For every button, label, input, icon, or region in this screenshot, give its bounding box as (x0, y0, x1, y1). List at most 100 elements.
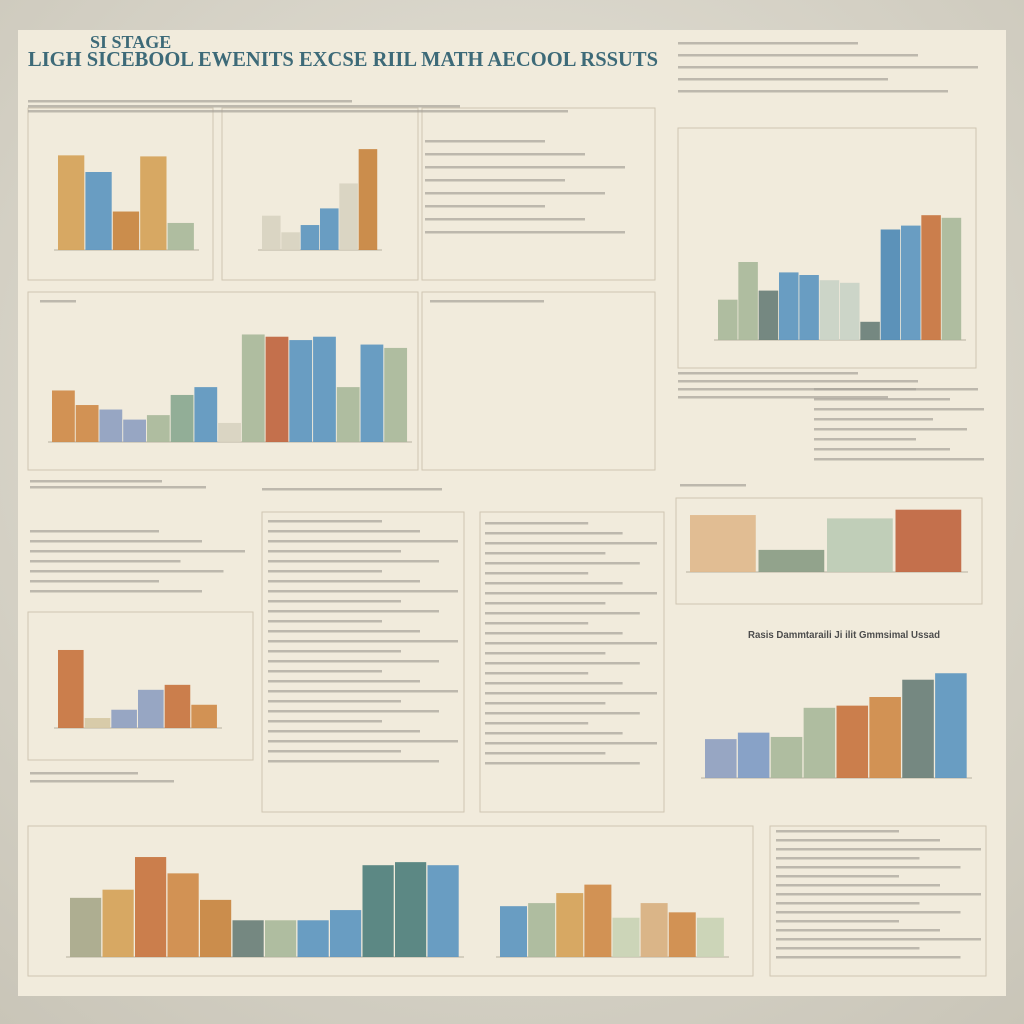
bar (738, 262, 758, 340)
bar (640, 903, 668, 957)
text-line (776, 830, 899, 833)
bar (935, 673, 967, 778)
text-line (268, 700, 401, 703)
bar (584, 884, 612, 957)
text-line (814, 448, 950, 451)
text-line (268, 710, 439, 713)
text-line (268, 600, 401, 603)
bar (718, 299, 738, 340)
kicker: SI STAGE (90, 32, 171, 52)
bar (111, 709, 137, 728)
bar (140, 156, 167, 250)
bar (941, 217, 962, 340)
text-line (814, 408, 984, 411)
text-line (776, 848, 981, 851)
panel (677, 127, 977, 369)
text-line (485, 742, 657, 745)
text-line (776, 947, 920, 950)
text-line (485, 562, 640, 565)
bar (84, 718, 111, 728)
text-line (425, 140, 545, 143)
text-line (485, 522, 589, 525)
bar (758, 290, 779, 340)
bar (803, 707, 836, 778)
bar (52, 390, 75, 442)
bar (330, 910, 362, 957)
bar (827, 518, 893, 572)
text-line (678, 78, 888, 81)
panel (27, 825, 754, 977)
text-line (30, 540, 202, 543)
text-line (678, 90, 948, 93)
text-line (814, 458, 984, 461)
bar (860, 321, 880, 340)
text-line (30, 580, 159, 583)
text-line (28, 105, 460, 108)
text-line (776, 839, 940, 842)
bar (102, 889, 134, 957)
text-line (485, 612, 640, 615)
text-line (30, 550, 245, 553)
text-line (268, 540, 458, 543)
bar (819, 280, 840, 340)
panel (221, 107, 419, 281)
frames (27, 107, 987, 977)
text-line (678, 54, 918, 57)
text-line (678, 42, 858, 45)
text-line (678, 372, 858, 375)
title: LIGH SICEBOOL EWENITS EXCSE RIIL MATH AE… (28, 47, 658, 71)
text-line (425, 192, 605, 195)
bar (556, 893, 584, 957)
bar (297, 920, 329, 957)
bar (737, 732, 770, 778)
bar (200, 899, 232, 957)
text-line (268, 560, 439, 563)
text-line (430, 300, 544, 303)
text-line (425, 205, 545, 208)
text-line (814, 438, 916, 441)
text-line (678, 66, 978, 69)
text-line (30, 772, 138, 775)
text-line (814, 388, 916, 391)
bar (902, 679, 934, 778)
text-line (485, 552, 606, 555)
text-line (268, 570, 382, 573)
bar (690, 515, 756, 572)
text-line (776, 956, 961, 959)
text-line (485, 622, 589, 625)
panel (421, 107, 656, 281)
text-line (268, 660, 439, 663)
caption: Rasis Dammtaraili Ji ilit Gmmsimal Ussad (748, 630, 940, 641)
bar (85, 172, 112, 250)
bar (123, 419, 146, 442)
text-line (776, 893, 981, 896)
text-line (425, 153, 585, 156)
bar (167, 873, 199, 957)
text-line (268, 730, 420, 733)
text-line (268, 640, 458, 643)
text-line (268, 760, 439, 763)
sheet (18, 30, 1006, 996)
text-line (776, 911, 961, 914)
text-line (776, 938, 981, 941)
text-line (30, 590, 202, 593)
text-line (814, 428, 967, 431)
bar (901, 225, 921, 340)
text-line (268, 590, 458, 593)
filler-text (28, 42, 984, 959)
bar (705, 739, 737, 778)
text-line (268, 690, 458, 693)
text-line (485, 652, 606, 655)
bar (265, 920, 297, 957)
text-line (268, 680, 420, 683)
bar (164, 684, 191, 728)
text-line (425, 179, 565, 182)
text-line (485, 602, 606, 605)
bar (869, 697, 901, 778)
text-line (485, 582, 623, 585)
text-line (485, 682, 623, 685)
text-line (776, 929, 940, 932)
text-line (485, 662, 640, 665)
bar (339, 183, 358, 250)
